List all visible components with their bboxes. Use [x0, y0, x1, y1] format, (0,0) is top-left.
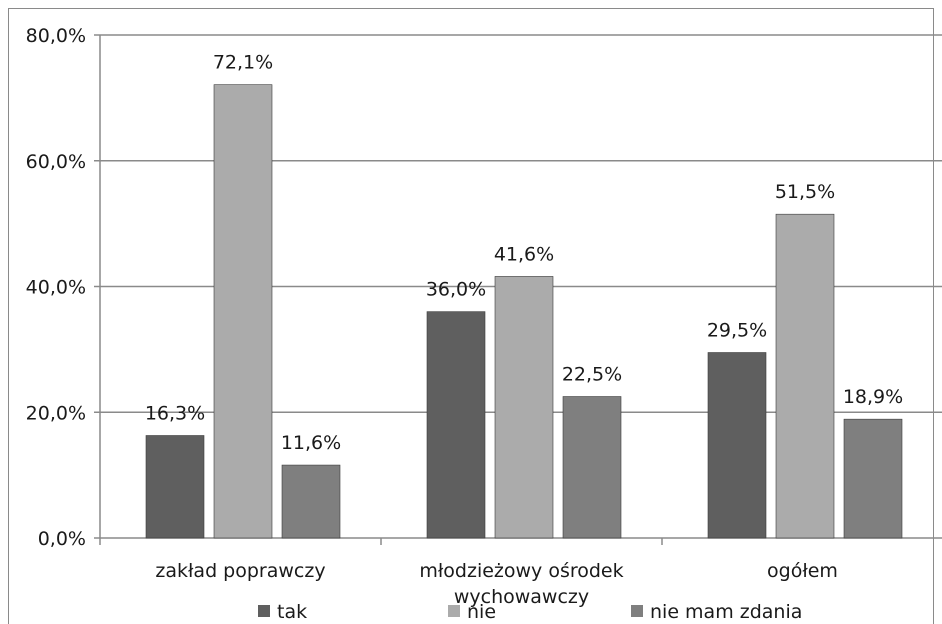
labels: 0,0% 20,0% 40,0% 60,0% 80,0% 16,3% 72,1% 11,6% z… — [26, 25, 904, 608]
bar — [843, 418, 903, 539]
legend-swatch — [448, 605, 460, 617]
data-label: 29,5% — [707, 320, 767, 342]
data-label: 11,6% — [281, 432, 341, 454]
bar — [213, 84, 273, 539]
x-category-label: młodzieżowy ośrodek — [419, 560, 623, 582]
bar — [494, 276, 554, 539]
legend: tak nie nie mam zdania — [258, 601, 802, 623]
data-label: 16,3% — [145, 403, 205, 425]
x-category-label: ogółem — [767, 560, 838, 582]
data-label: 51,5% — [775, 181, 835, 203]
data-label: 41,6% — [494, 243, 554, 265]
data-label: 22,5% — [562, 364, 622, 386]
bar — [707, 352, 767, 539]
x-category-label: zakład poprawczy — [155, 560, 325, 582]
legend-swatch — [631, 605, 643, 617]
bar — [281, 464, 341, 539]
legend-swatch — [258, 605, 270, 617]
bar — [426, 311, 486, 539]
bar — [562, 396, 622, 539]
legend-label: nie mam zdania — [650, 601, 802, 623]
y-tick-label: 0,0% — [38, 528, 86, 550]
y-tick-label: 60,0% — [26, 151, 86, 173]
legend-label: tak — [277, 601, 307, 623]
bar — [775, 213, 835, 539]
data-label: 36,0% — [426, 279, 486, 301]
y-tick-label: 20,0% — [26, 402, 86, 424]
x-category-label: wychowawczy — [454, 586, 589, 608]
y-tick-label: 40,0% — [26, 277, 86, 299]
bars — [145, 84, 903, 539]
data-label: 18,9% — [843, 386, 903, 408]
data-label: 72,1% — [213, 52, 273, 74]
legend-label: nie — [467, 601, 496, 623]
y-tick-label: 80,0% — [26, 25, 86, 47]
bar — [145, 435, 205, 539]
